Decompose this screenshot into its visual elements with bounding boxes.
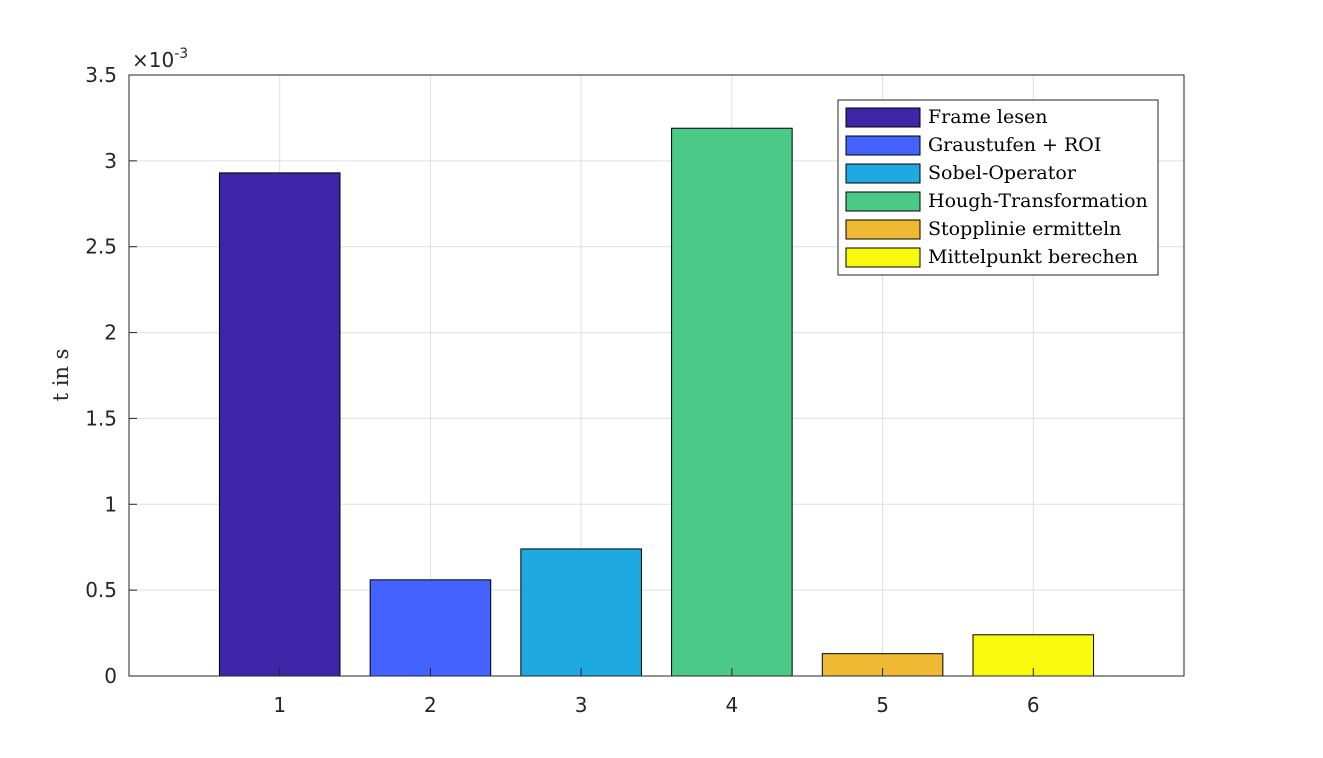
legend-swatch	[845, 247, 921, 268]
legend-box	[837, 99, 1159, 276]
legend-entry-label: Graustufen + ROI	[928, 134, 1101, 156]
x-tick-label: 6	[1027, 693, 1040, 717]
x-tick-label: 4	[725, 693, 738, 717]
legend-swatch	[845, 107, 921, 128]
y-tick-label: 2.5	[85, 235, 117, 259]
x-tick-label: 1	[273, 693, 286, 717]
y-tick-label: 3.5	[85, 63, 117, 87]
bar-1	[218, 172, 341, 677]
legend-entry-label: Mittelpunkt berechen	[928, 246, 1138, 268]
legend-swatch	[845, 163, 921, 184]
legend-entry-label: Stopplinie ermitteln	[928, 218, 1121, 240]
legend-entry-label: Frame lesen	[928, 106, 1047, 128]
legend-entry-label: Hough-Transformation	[928, 190, 1148, 212]
y-multiplier: ×10-3	[132, 46, 188, 72]
y-tick-label: 0.5	[85, 578, 117, 602]
bar-4	[671, 127, 793, 677]
x-tick-label: 2	[424, 693, 437, 717]
y-tick-label: 0	[104, 664, 117, 688]
y-axis-ticks: 0 0.5 1 1.5 2 2.5 3 3.5	[85, 63, 137, 688]
plot-frame	[128, 74, 1185, 677]
x-axis-ticks: 1 2 3 4 5 6	[273, 668, 1040, 717]
bar-2	[369, 579, 492, 677]
x-tick-label: 3	[575, 693, 588, 717]
bar-3	[520, 548, 642, 677]
y-multiplier-exponent: -3	[174, 46, 188, 62]
y-tick-label: 1.5	[85, 406, 117, 430]
legend-swatch	[845, 135, 921, 156]
legend-swatch	[845, 219, 921, 240]
legend-entry-label: Sobel-Operator	[928, 162, 1077, 184]
y-tick-label: 3	[104, 149, 117, 173]
bars	[218, 127, 1095, 677]
legend-swatch	[845, 191, 921, 212]
x-tick-label: 5	[876, 693, 889, 717]
y-tick-label: 1	[104, 492, 117, 516]
y-axis-label: t in s	[49, 349, 73, 402]
legend: Frame lesen Graustufen + ROI Sobel-Operato…	[837, 99, 1159, 276]
y-tick-label: 2	[104, 321, 117, 345]
